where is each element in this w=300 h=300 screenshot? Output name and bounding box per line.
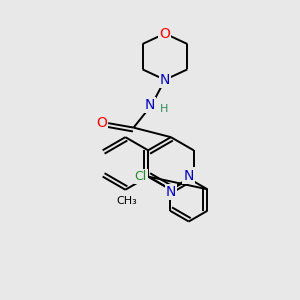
Text: O: O: [96, 116, 107, 130]
Text: CH₃: CH₃: [116, 196, 137, 206]
Text: Cl: Cl: [135, 170, 147, 183]
Text: N: N: [184, 169, 194, 182]
Text: H: H: [160, 104, 168, 114]
Text: O: O: [160, 26, 170, 40]
Text: N: N: [166, 185, 176, 199]
Text: N: N: [145, 98, 155, 112]
Text: N: N: [160, 73, 170, 87]
